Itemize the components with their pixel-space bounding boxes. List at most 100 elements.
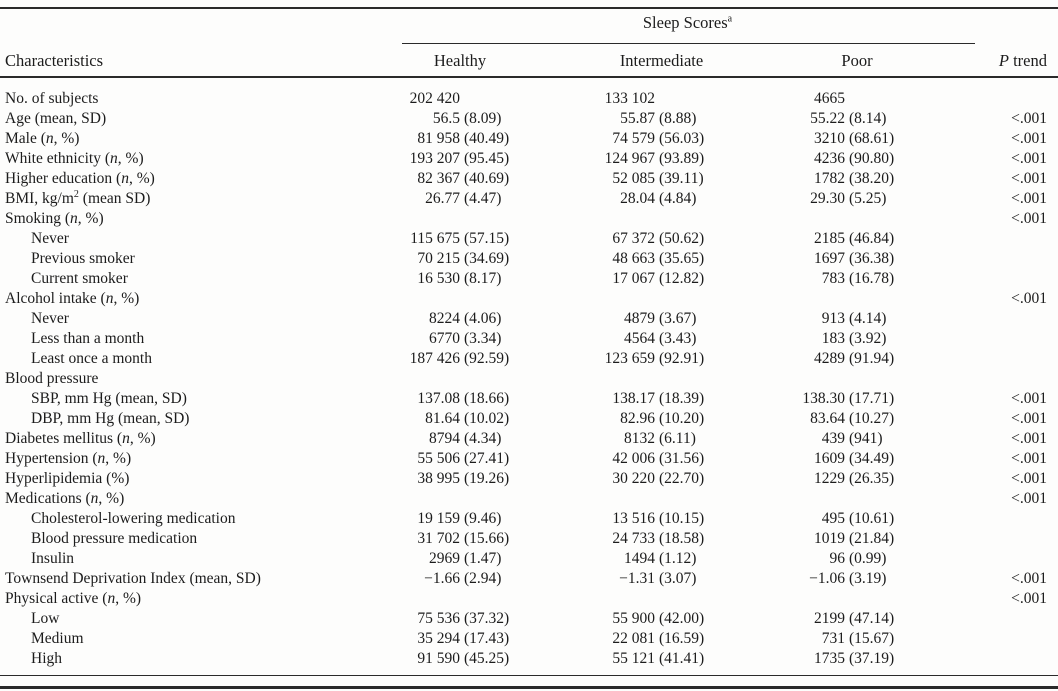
cell-healthy-value: 137.08 <box>417 390 460 407</box>
cell-intermediate-paren: (39.11) <box>659 170 704 187</box>
cell-p-trend: <.001 <box>1011 410 1047 427</box>
cell-intermediate-paren: (56.03) <box>659 130 705 147</box>
cell-poor-value: 96 <box>829 550 846 567</box>
cell-p-trend <box>905 229 1053 249</box>
cell-intermediate-paren: (10.15) <box>659 510 705 527</box>
cell-p-trend <box>905 649 1053 669</box>
cell-healthy-paren: (4.34) <box>464 430 502 447</box>
cell-healthy-paren <box>460 289 520 309</box>
row-label: Hypertension (n, %) <box>5 450 132 467</box>
cell-poor-paren <box>845 589 905 609</box>
cell-p-trend <box>905 529 1053 549</box>
cell-intermediate-value: 55 900 <box>612 610 655 627</box>
cell-intermediate-paren: (10.20) <box>659 410 705 427</box>
cell-poor-value: 2185 <box>814 230 845 247</box>
cell-p-trend <box>905 369 1053 389</box>
column-header-poor: Poor <box>841 51 873 70</box>
row-label: Never <box>31 230 69 247</box>
cell-intermediate-paren <box>655 589 715 609</box>
cell-healthy-value: 2969 <box>429 550 460 567</box>
cell-healthy-value: 19 159 <box>417 510 460 527</box>
row-label: Least once a month <box>31 350 152 367</box>
cell-healthy-value <box>400 209 460 229</box>
cell-intermediate-paren: (22.70) <box>659 470 705 487</box>
cell-p-trend: <.001 <box>1011 450 1047 467</box>
cell-intermediate-value: 42 006 <box>612 450 655 467</box>
cell-healthy-value: 75 536 <box>417 610 460 627</box>
cell-intermediate-value <box>520 589 655 609</box>
cell-poor-value: 913 <box>821 310 845 327</box>
spanner-heading: Sleep Scoresa <box>642 13 733 32</box>
cell-healthy-value: 35 294 <box>417 630 460 647</box>
cell-poor-value: 1019 <box>814 530 845 547</box>
cell-poor-paren: (0.99) <box>849 550 887 567</box>
cell-healthy-paren <box>460 209 520 229</box>
table-row: Smoking (n, %) <.001 <box>0 209 1053 229</box>
cell-intermediate-value: 67 372 <box>612 230 655 247</box>
cell-p-trend: <.001 <box>1011 590 1047 607</box>
cell-healthy-value: 8794 <box>429 430 460 447</box>
cell-intermediate-value: 123 659 <box>604 350 655 367</box>
cell-poor-paren: (26.35) <box>849 470 895 487</box>
table-row: Higher education (n, %) 82 367 (40.69) 52 0… <box>0 169 1053 189</box>
cell-poor-paren <box>845 489 905 509</box>
row-label: Current smoker <box>31 270 128 287</box>
row-label: Medium <box>31 630 84 647</box>
cell-poor-value: 4665 <box>814 90 845 107</box>
cell-intermediate-paren: (50.62) <box>659 230 705 247</box>
cell-poor-paren: (47.14) <box>849 610 895 627</box>
row-label: Medications (n, %) <box>5 490 125 507</box>
row-label: BMI, kg/m2 (mean SD) <box>5 188 151 207</box>
cell-poor-paren <box>845 289 905 309</box>
cell-poor-paren: (941) <box>849 430 883 447</box>
row-label: Previous smoker <box>31 250 135 267</box>
cell-healthy-value: 16 530 <box>417 270 460 287</box>
cell-intermediate-paren: (1.12) <box>659 550 697 567</box>
cell-poor-value: 1697 <box>814 250 845 267</box>
table-row: Blood pressure <box>0 369 1053 389</box>
row-label: Cholesterol-lowering medication <box>31 510 236 527</box>
cell-p-trend <box>905 269 1053 289</box>
cell-p-trend: <.001 <box>1011 490 1047 507</box>
cell-poor-paren: (15.67) <box>849 630 895 647</box>
cell-poor-paren: (91.94) <box>849 350 895 367</box>
table-row: Hyperlipidemia (%) 38 995 (19.26) 30 220 (22… <box>0 469 1053 489</box>
cell-healthy-paren: (40.49) <box>464 130 510 147</box>
table-row: Physical active (n, %) <.001 <box>0 589 1053 609</box>
cell-intermediate-paren: (18.39) <box>659 390 705 407</box>
cell-poor-paren: (3.92) <box>849 330 887 347</box>
table-body: No. of subjects 202 420 133 102 4665 Age (me… <box>0 89 1053 669</box>
cell-intermediate-paren <box>655 369 715 389</box>
cell-p-trend <box>905 509 1053 529</box>
row-label: Physical active (n, %) <box>5 590 142 607</box>
cell-healthy-paren: (57.15) <box>464 230 510 247</box>
table-row: Medications (n, %) <.001 <box>0 489 1053 509</box>
header-rule <box>0 76 1058 78</box>
column-header-healthy: Healthy <box>433 51 487 70</box>
table-row: SBP, mm Hg (mean, SD) 137.08 (18.66) 138.17… <box>0 389 1053 409</box>
row-label: Age (mean, SD) <box>5 110 107 127</box>
cell-intermediate-paren: (4.84) <box>659 190 697 207</box>
cell-p-trend <box>905 249 1053 269</box>
cell-poor-value: 55.22 <box>810 110 845 127</box>
cell-p-trend: <.001 <box>1011 290 1047 307</box>
cell-healthy-paren: (4.06) <box>464 310 502 327</box>
cell-poor-value <box>715 289 845 309</box>
cell-p-trend <box>905 629 1053 649</box>
cell-intermediate-value: −1.31 <box>619 570 655 587</box>
cell-intermediate-value: 133 102 <box>604 90 655 107</box>
cell-intermediate-paren: (42.00) <box>659 610 705 627</box>
cell-healthy-paren: (92.59) <box>464 350 510 367</box>
cell-intermediate-value <box>520 289 655 309</box>
cell-intermediate-value: 1494 <box>624 550 655 567</box>
cell-healthy-paren <box>460 489 520 509</box>
cell-intermediate-paren: (12.82) <box>659 270 705 287</box>
cell-intermediate-paren <box>655 89 715 109</box>
row-label: DBP, mm Hg (mean, SD) <box>31 410 190 427</box>
cell-poor-paren: (68.61) <box>849 130 895 147</box>
cell-healthy-paren: (34.69) <box>464 250 510 267</box>
cell-p-trend: <.001 <box>1011 190 1047 207</box>
cell-intermediate-value: 48 663 <box>612 250 655 267</box>
row-label: Male (n, %) <box>5 130 80 147</box>
cell-healthy-paren <box>460 89 520 109</box>
